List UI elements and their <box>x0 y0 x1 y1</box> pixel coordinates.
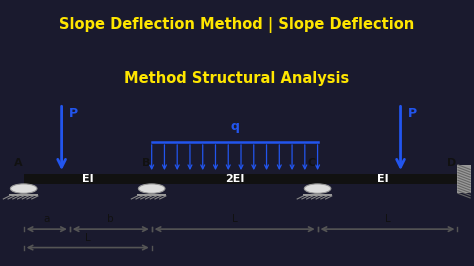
Text: EI: EI <box>82 174 93 184</box>
Text: A: A <box>14 158 22 168</box>
Text: Slope Deflection Method | Slope Deflection: Slope Deflection Method | Slope Deflecti… <box>59 17 415 33</box>
Circle shape <box>138 184 165 193</box>
Bar <box>9 194 38 196</box>
Text: EI: EI <box>377 174 389 184</box>
Text: B: B <box>142 158 150 168</box>
Text: L: L <box>384 214 391 224</box>
Text: P: P <box>69 107 78 120</box>
Text: b: b <box>108 214 114 224</box>
Circle shape <box>304 184 331 193</box>
Text: Method Structural Analysis: Method Structural Analysis <box>124 71 350 86</box>
Bar <box>137 194 166 196</box>
Bar <box>24 174 457 184</box>
Circle shape <box>10 184 37 193</box>
Text: P: P <box>408 107 417 120</box>
Text: q: q <box>230 120 239 133</box>
Bar <box>457 165 471 193</box>
Bar <box>303 194 332 196</box>
Text: 2EI: 2EI <box>225 174 244 184</box>
Text: L: L <box>232 214 237 224</box>
Text: D: D <box>447 158 456 168</box>
Text: a: a <box>44 214 50 224</box>
Text: C: C <box>308 158 316 168</box>
Text: L: L <box>85 232 91 243</box>
